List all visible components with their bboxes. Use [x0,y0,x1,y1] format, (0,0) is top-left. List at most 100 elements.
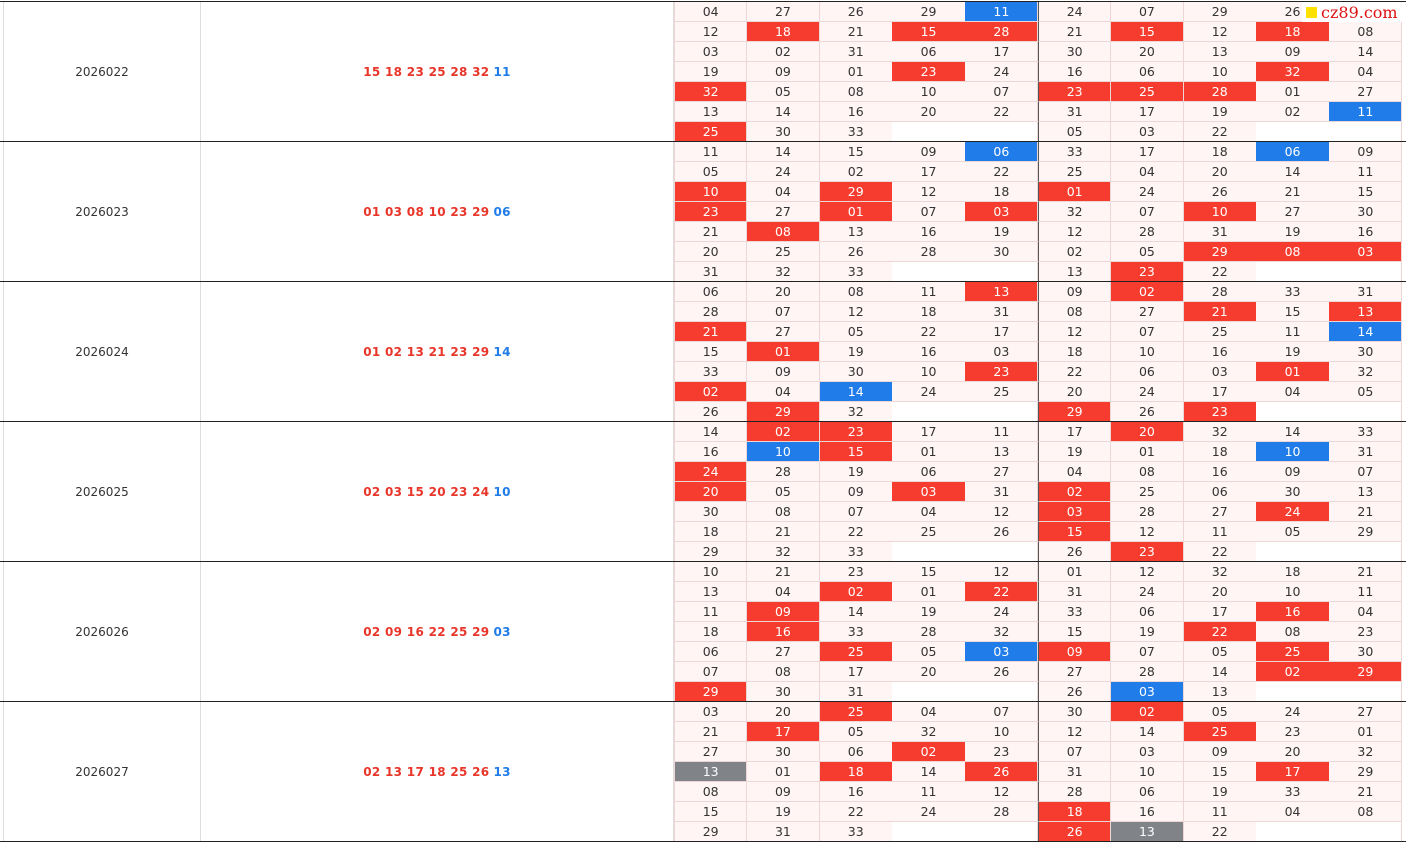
number-cell: 01 [1038,562,1112,582]
number-cell: 15 [892,562,966,582]
number-cell: 16 [1329,222,1403,242]
number-cell: 33 [819,622,893,642]
number-cell: 13 [1183,42,1257,62]
red-balls: 02 13 17 18 25 26 [363,765,490,779]
number-cell: 05 [819,322,893,342]
number-cell: 09 [1038,282,1112,302]
number-cell: 33 [1038,142,1112,162]
number-cell: 29 [674,542,748,562]
number-cell: 21 [674,722,748,742]
number-cell: 30 [1329,202,1403,222]
number-cell: 28 [1110,662,1185,682]
number-cell: 25 [1110,82,1185,102]
number-cell: 09 [746,602,821,622]
number-cell: 21 [1329,782,1403,802]
number-cell: 07 [965,702,1039,722]
number-cell: 03 [965,202,1039,222]
number-cell: 18 [1038,342,1112,362]
number-cell: 20 [1110,422,1185,442]
number-cell: 05 [1038,122,1112,142]
number-cell: 31 [1329,282,1403,302]
number-cell: 13 [965,442,1039,462]
number-cell: 02 [746,422,821,442]
watermark: cz89.com [1302,2,1406,22]
number-cell: 22 [819,802,893,822]
number-cell: 14 [1329,322,1403,342]
number-cell: 27 [1183,502,1257,522]
number-cell: 04 [1329,62,1403,82]
number-cell: 23 [1038,82,1112,102]
number-cell: 03 [1183,362,1257,382]
number-cell: 10 [746,442,821,462]
number-cell [892,402,966,422]
number-cell: 11 [1183,802,1257,822]
number-cell: 30 [674,502,748,522]
number-cell: 16 [746,622,821,642]
number-cell: 16 [892,342,966,362]
number-cell: 28 [1183,282,1257,302]
number-cell: 18 [1183,142,1257,162]
number-cell: 02 [674,382,748,402]
number-cell: 14 [674,422,748,442]
number-cell: 14 [1256,162,1330,182]
number-cell: 03 [965,642,1039,662]
red-balls: 02 09 16 22 25 29 [363,625,490,639]
number-cell: 30 [1038,42,1112,62]
number-cell: 07 [819,502,893,522]
number-cell: 21 [746,522,821,542]
number-cell: 28 [1183,82,1257,102]
number-cell: 05 [1329,382,1403,402]
number-cell: 17 [1183,382,1257,402]
number-cell: 28 [674,302,748,322]
number-cell: 03 [674,702,748,722]
number-cell: 14 [1110,722,1185,742]
number-cell: 20 [1183,582,1257,602]
number-cell [1256,822,1330,842]
issue-number: 2026025 [3,422,201,562]
red-balls: 02 03 15 20 23 24 [363,485,490,499]
number-cell: 30 [1038,702,1112,722]
number-cell: 28 [892,622,966,642]
number-cell: 20 [1183,162,1257,182]
number-cell: 11 [1329,102,1403,122]
number-cell: 03 [1110,682,1185,702]
number-cell: 02 [1110,702,1185,722]
number-cell: 07 [1110,202,1185,222]
number-cell: 15 [1038,522,1112,542]
number-cell: 06 [1110,362,1185,382]
number-cell: 01 [819,62,893,82]
block-border [0,701,1406,702]
number-cell: 19 [746,802,821,822]
number-cell: 30 [746,122,821,142]
number-cell: 09 [1329,142,1403,162]
draw-result: 01 03 08 10 23 29 06 [201,142,674,282]
number-cell: 08 [674,782,748,802]
number-cell: 33 [819,822,893,842]
number-cell: 33 [1329,422,1403,442]
number-cell: 03 [1329,242,1403,262]
number-cell: 24 [892,382,966,402]
number-cell: 13 [1329,302,1403,322]
number-cell: 22 [1183,122,1257,142]
number-cell [892,542,966,562]
number-cell [965,542,1039,562]
number-cell: 13 [674,582,748,602]
number-cell: 04 [746,182,821,202]
number-cell: 05 [1256,522,1330,542]
number-cell: 31 [746,822,821,842]
number-cell: 12 [892,182,966,202]
issue-number: 2026023 [3,142,201,282]
number-cell: 01 [1038,182,1112,202]
number-cell: 13 [965,282,1039,302]
number-cell: 17 [1110,102,1185,122]
number-cell: 29 [819,182,893,202]
number-cell: 10 [1256,442,1330,462]
number-cell: 32 [1183,422,1257,442]
number-cell: 33 [1256,282,1330,302]
number-cell: 20 [892,662,966,682]
number-cell: 06 [819,742,893,762]
number-cell: 03 [1038,502,1112,522]
number-cell: 10 [892,362,966,382]
number-cell: 13 [819,222,893,242]
number-cell: 25 [892,522,966,542]
